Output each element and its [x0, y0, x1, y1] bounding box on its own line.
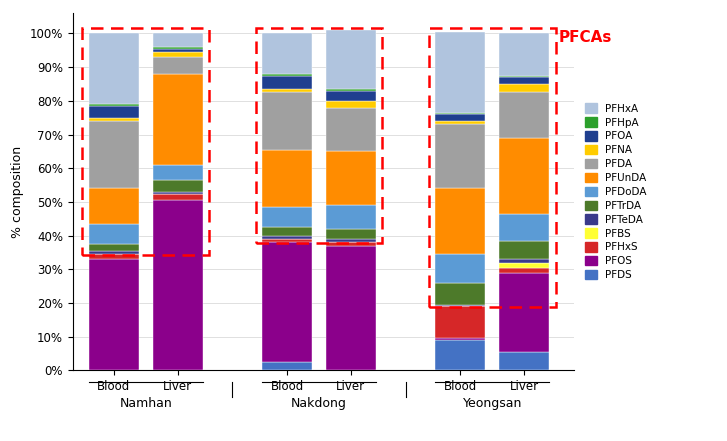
- Bar: [435, 338, 486, 340]
- Bar: [153, 194, 203, 200]
- Bar: [326, 243, 376, 246]
- Bar: [262, 93, 312, 149]
- Bar: [153, 180, 203, 192]
- Bar: [499, 352, 550, 370]
- Bar: [326, 101, 376, 108]
- Text: PFCAs: PFCAs: [558, 30, 611, 45]
- Bar: [89, 104, 139, 106]
- Bar: [435, 283, 486, 305]
- Bar: [262, 149, 312, 207]
- Bar: [256, 28, 382, 243]
- Bar: [435, 188, 486, 254]
- Bar: [262, 362, 312, 370]
- Bar: [262, 75, 312, 89]
- Text: Namhan: Namhan: [119, 397, 172, 411]
- Bar: [499, 241, 550, 259]
- Bar: [153, 200, 203, 370]
- Bar: [499, 138, 550, 214]
- Bar: [262, 243, 312, 362]
- Bar: [326, 239, 376, 243]
- Bar: [153, 57, 203, 74]
- Bar: [153, 34, 203, 47]
- Bar: [89, 34, 139, 104]
- Bar: [262, 227, 312, 235]
- Text: Nakdong: Nakdong: [291, 397, 347, 411]
- Bar: [262, 207, 312, 227]
- Bar: [89, 259, 139, 370]
- Bar: [326, 206, 376, 229]
- Bar: [499, 268, 550, 273]
- Bar: [153, 49, 203, 52]
- Bar: [429, 28, 555, 307]
- Bar: [435, 254, 486, 283]
- Bar: [435, 306, 486, 338]
- Bar: [89, 244, 139, 251]
- Text: Yeongsan: Yeongsan: [462, 397, 522, 411]
- Bar: [499, 273, 550, 352]
- Bar: [89, 224, 139, 244]
- Bar: [499, 75, 550, 77]
- Bar: [262, 235, 312, 239]
- Bar: [326, 91, 376, 101]
- Bar: [153, 74, 203, 165]
- Bar: [499, 262, 550, 268]
- Bar: [435, 340, 486, 370]
- Bar: [89, 121, 139, 188]
- Legend: PFHxA, PFHpA, PFOA, PFNA, PFDA, PFUnDA, PFDoDA, PFTrDA, PFTeDA, PFBS, PFHxS, PFO: PFHxA, PFHpA, PFOA, PFNA, PFDA, PFUnDA, …: [585, 104, 647, 280]
- Bar: [89, 188, 139, 224]
- Bar: [82, 28, 209, 255]
- Bar: [499, 259, 550, 262]
- Bar: [435, 124, 486, 188]
- Bar: [435, 32, 486, 112]
- Bar: [326, 246, 376, 370]
- Bar: [326, 89, 376, 91]
- Bar: [326, 229, 376, 239]
- Bar: [499, 77, 550, 84]
- Bar: [262, 34, 312, 74]
- Bar: [435, 114, 486, 121]
- Bar: [499, 214, 550, 241]
- Bar: [435, 305, 486, 306]
- Bar: [153, 52, 203, 57]
- Bar: [89, 251, 139, 254]
- Bar: [89, 254, 139, 259]
- Bar: [89, 106, 139, 118]
- Bar: [153, 165, 203, 180]
- Bar: [326, 108, 376, 151]
- Bar: [499, 84, 550, 93]
- Bar: [326, 151, 376, 206]
- Bar: [326, 30, 376, 89]
- Bar: [153, 192, 203, 194]
- Bar: [435, 121, 486, 124]
- Bar: [499, 93, 550, 138]
- Bar: [435, 112, 486, 114]
- Y-axis label: % composition: % composition: [11, 146, 24, 238]
- Bar: [89, 118, 139, 121]
- Bar: [262, 239, 312, 243]
- Bar: [499, 34, 550, 75]
- Bar: [262, 89, 312, 93]
- Bar: [153, 47, 203, 49]
- Bar: [262, 74, 312, 75]
